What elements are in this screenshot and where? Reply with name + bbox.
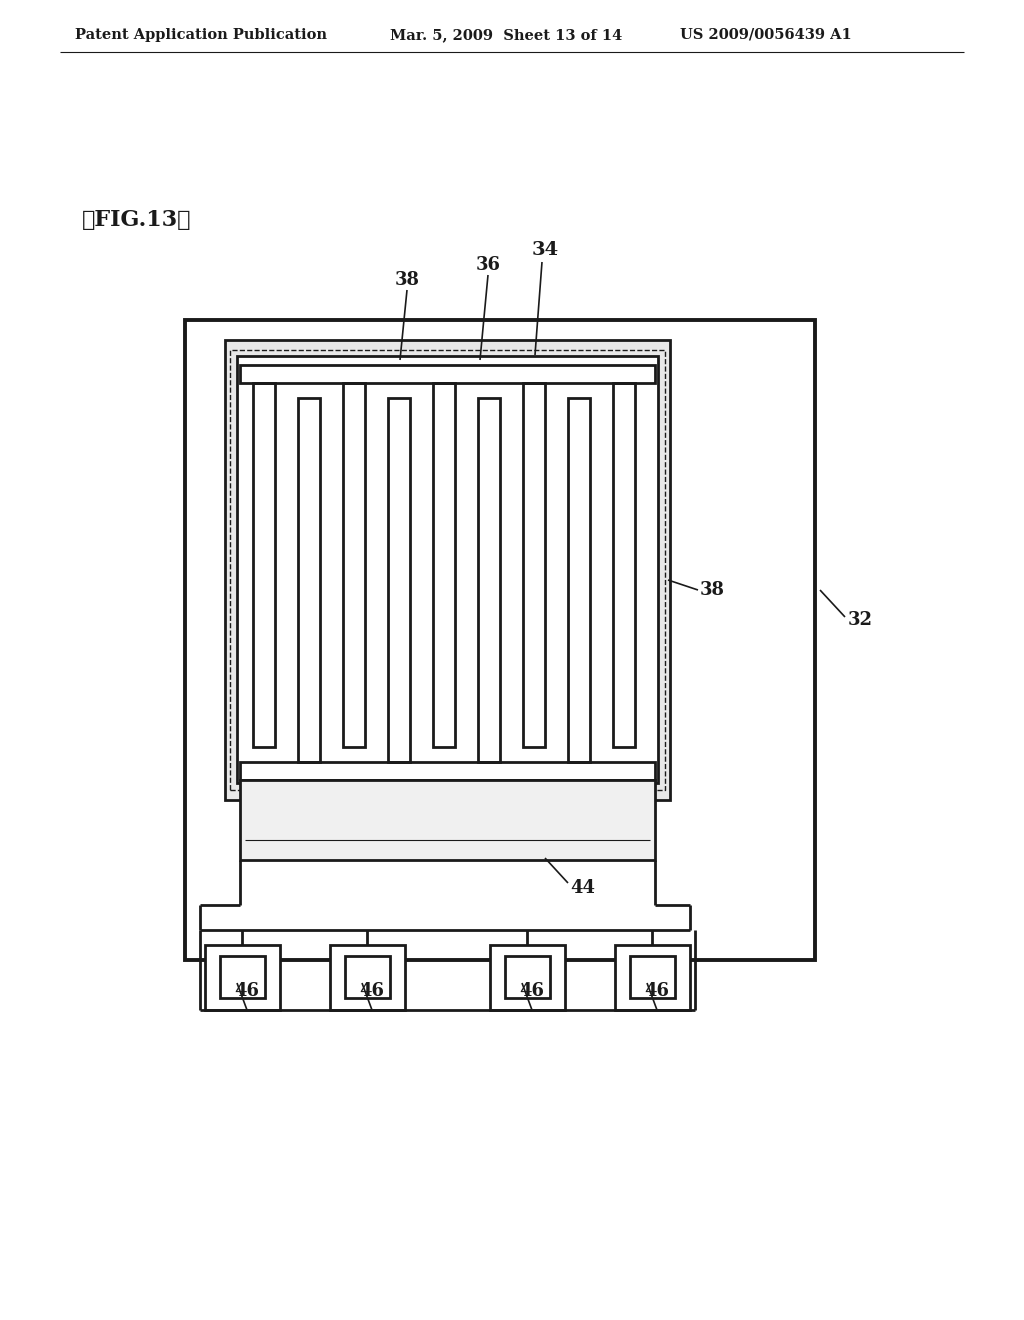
Bar <box>505 956 550 998</box>
Bar <box>433 383 455 747</box>
Text: 34: 34 <box>531 242 558 259</box>
Text: 46: 46 <box>359 982 384 1001</box>
Bar <box>490 945 565 1010</box>
Text: Patent Application Publication: Patent Application Publication <box>75 28 327 42</box>
Bar <box>185 319 815 960</box>
Text: Mar. 5, 2009  Sheet 13 of 14: Mar. 5, 2009 Sheet 13 of 14 <box>390 28 623 42</box>
Bar <box>225 341 670 800</box>
Bar <box>615 945 690 1010</box>
Text: 38: 38 <box>394 271 420 289</box>
Text: 44: 44 <box>570 879 595 898</box>
Bar <box>220 956 265 998</box>
Bar <box>343 383 365 747</box>
Bar <box>230 350 665 789</box>
Bar <box>237 356 658 783</box>
Bar <box>388 399 410 762</box>
Bar <box>253 383 275 747</box>
Bar <box>330 945 406 1010</box>
Bar <box>240 366 655 383</box>
Text: 【FIG.13】: 【FIG.13】 <box>82 209 191 231</box>
Text: US 2009/0056439 A1: US 2009/0056439 A1 <box>680 28 852 42</box>
Bar <box>630 956 675 998</box>
Bar <box>345 956 390 998</box>
Text: 38: 38 <box>700 581 725 599</box>
Bar <box>298 399 319 762</box>
Bar <box>240 780 655 861</box>
Bar <box>478 399 500 762</box>
Text: 36: 36 <box>475 256 501 275</box>
Bar <box>240 762 655 780</box>
Text: 46: 46 <box>234 982 259 1001</box>
Bar <box>613 383 635 747</box>
Bar <box>523 383 545 747</box>
Text: 32: 32 <box>848 611 873 630</box>
Bar <box>568 399 590 762</box>
Text: 46: 46 <box>519 982 544 1001</box>
Text: 46: 46 <box>644 982 669 1001</box>
Bar <box>205 945 280 1010</box>
